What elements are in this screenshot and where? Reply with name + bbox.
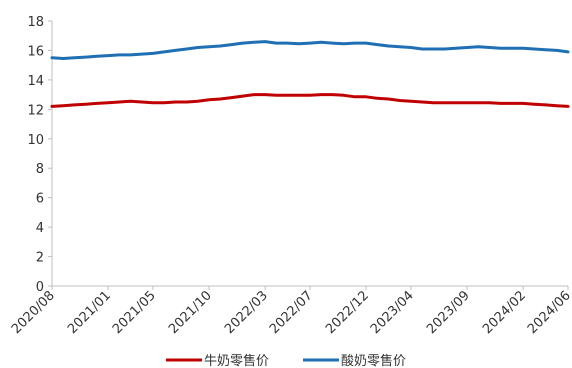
legend-label-2: 酸奶零售价 [341,353,406,368]
legend-label-1: 牛奶零售价 [204,353,269,368]
x-tick-label: 2021/10 [166,288,215,337]
y-tick-label: 14 [27,74,44,89]
x-tick-label: 2021/01 [65,288,114,337]
x-tick-label: 2022/07 [267,288,316,337]
x-tick-label: 2023/04 [368,288,417,337]
x-tick-label: 2023/09 [424,288,473,337]
y-tick-label: 16 [27,44,44,59]
y-tick-label: 2 [36,251,44,266]
y-tick-label: 4 [36,221,44,236]
series-line-2 [50,40,570,60]
axes [51,21,568,287]
legend: 牛奶零售价 酸奶零售价 [166,353,406,368]
x-tick-label: 2020/08 [9,288,58,337]
y-tick-label: 10 [27,133,44,148]
y-tick-label: 0 [36,280,44,295]
x-tick-label: 2024/06 [525,288,572,337]
y-tick-label: 6 [36,192,44,207]
x-tick-label: 2022/12 [323,288,372,337]
series-lines [50,40,570,108]
x-tick-label: 2021/05 [110,288,159,337]
y-axis-ticks: 0 2 4 6 8 10 12 14 16 18 [27,15,52,295]
y-tick-label: 12 [27,103,44,118]
series-line-1 [50,93,570,108]
x-tick-label: 2022/03 [222,288,271,337]
x-tick-label: 2024/02 [480,288,529,337]
y-tick-label: 18 [27,15,44,30]
y-tick-label: 8 [36,162,44,177]
